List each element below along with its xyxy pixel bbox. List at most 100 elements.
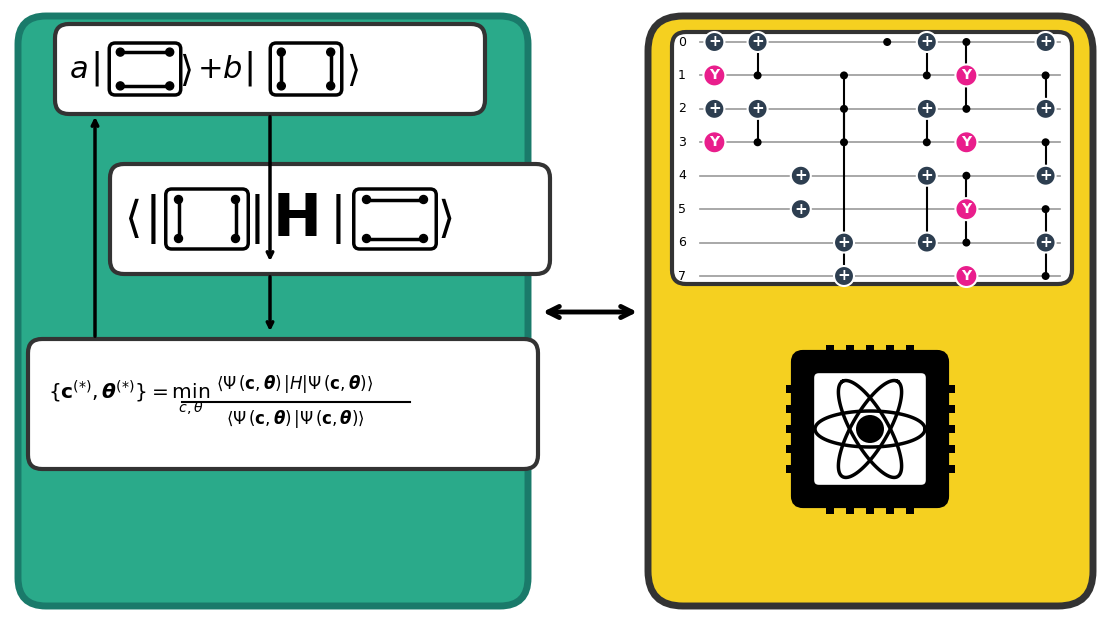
Text: +: + (920, 235, 934, 250)
Text: $\langle\Psi\,(\mathbf{c},\boldsymbol{\theta})\,|\Psi\,(\mathbf{c},\boldsymbol{\: $\langle\Psi\,(\mathbf{c},\boldsymbol{\t… (225, 408, 364, 430)
Text: +: + (708, 34, 720, 49)
Text: +: + (1039, 101, 1052, 116)
Bar (906, 344, 914, 352)
Circle shape (420, 195, 427, 203)
Bar (947, 385, 955, 393)
Bar (786, 465, 793, 473)
Text: +: + (920, 101, 934, 116)
Text: 3: 3 (678, 136, 686, 149)
Text: $|$: $|$ (248, 192, 260, 246)
Bar (786, 385, 793, 393)
Circle shape (363, 235, 371, 243)
Bar (786, 425, 793, 433)
FancyBboxPatch shape (110, 164, 549, 274)
Bar (886, 506, 894, 514)
FancyBboxPatch shape (672, 32, 1072, 284)
Bar (826, 344, 834, 352)
Bar (786, 405, 793, 413)
Text: $\{\mathbf{c}^{(*)},\boldsymbol{\theta}^{(*)}\} = \min_{c,\theta}$: $\{\mathbf{c}^{(*)},\boldsymbol{\theta}^… (48, 379, 210, 419)
Text: +: + (920, 34, 934, 49)
Bar (886, 344, 894, 352)
FancyBboxPatch shape (109, 43, 181, 95)
Circle shape (754, 71, 761, 79)
Text: $\rangle$: $\rangle$ (345, 51, 359, 87)
Text: Y: Y (709, 69, 719, 82)
Circle shape (790, 166, 810, 186)
FancyBboxPatch shape (813, 372, 927, 486)
Bar (826, 506, 834, 514)
Text: $\rangle$: $\rangle$ (179, 51, 191, 87)
Circle shape (962, 238, 970, 246)
Text: +: + (751, 34, 764, 49)
Circle shape (917, 99, 937, 119)
Circle shape (748, 32, 768, 52)
Text: $|$: $|$ (144, 192, 157, 246)
Text: +: + (795, 202, 807, 217)
Circle shape (704, 64, 726, 87)
Bar (906, 506, 914, 514)
FancyBboxPatch shape (270, 43, 342, 95)
Text: +: + (795, 168, 807, 183)
Text: 7: 7 (678, 270, 686, 283)
Text: Y: Y (961, 269, 971, 283)
Circle shape (922, 139, 931, 146)
Circle shape (278, 48, 285, 56)
Bar (947, 425, 955, 433)
Circle shape (1036, 99, 1056, 119)
Circle shape (117, 48, 124, 56)
Circle shape (922, 71, 931, 79)
Text: 5: 5 (678, 203, 686, 216)
Circle shape (117, 82, 124, 90)
Text: 6: 6 (678, 236, 686, 249)
Text: +: + (1039, 235, 1052, 250)
Bar (846, 344, 854, 352)
Circle shape (174, 235, 182, 243)
Text: Y: Y (961, 202, 971, 216)
Circle shape (917, 166, 937, 186)
Circle shape (174, 195, 182, 203)
Text: Y: Y (709, 135, 719, 149)
Text: $a$: $a$ (69, 54, 88, 84)
Text: $\rangle$: $\rangle$ (437, 197, 453, 241)
Circle shape (232, 235, 240, 243)
Text: $\langle$: $\langle$ (124, 197, 140, 241)
Circle shape (754, 139, 761, 146)
Text: $|$: $|$ (329, 192, 341, 246)
Circle shape (278, 82, 285, 90)
Circle shape (840, 139, 848, 146)
Circle shape (326, 82, 335, 90)
Bar (866, 506, 874, 514)
FancyBboxPatch shape (28, 339, 538, 469)
Text: 4: 4 (678, 169, 686, 182)
Text: 0: 0 (678, 36, 686, 49)
Text: +: + (838, 268, 850, 283)
Circle shape (790, 199, 810, 219)
Circle shape (962, 172, 970, 180)
Circle shape (962, 105, 970, 113)
Circle shape (956, 131, 978, 154)
Text: 2: 2 (678, 102, 686, 115)
Circle shape (420, 235, 427, 243)
Circle shape (840, 71, 848, 79)
Circle shape (956, 64, 978, 87)
Circle shape (1041, 139, 1050, 146)
Circle shape (1036, 166, 1056, 186)
Text: +: + (708, 101, 720, 116)
Circle shape (962, 38, 970, 46)
Text: $|$: $|$ (90, 49, 100, 89)
Circle shape (884, 38, 891, 46)
Bar (846, 506, 854, 514)
Text: $\mathbf{H}$: $\mathbf{H}$ (272, 190, 317, 248)
FancyBboxPatch shape (18, 16, 528, 606)
Circle shape (956, 198, 978, 220)
Text: $+b$: $+b$ (198, 54, 243, 84)
FancyBboxPatch shape (793, 352, 947, 506)
Circle shape (956, 265, 978, 287)
Circle shape (1041, 205, 1050, 213)
Text: +: + (1039, 34, 1052, 49)
Circle shape (363, 195, 371, 203)
Bar (947, 445, 955, 453)
Text: 1: 1 (678, 69, 686, 82)
Circle shape (165, 48, 173, 56)
Bar (947, 465, 955, 473)
